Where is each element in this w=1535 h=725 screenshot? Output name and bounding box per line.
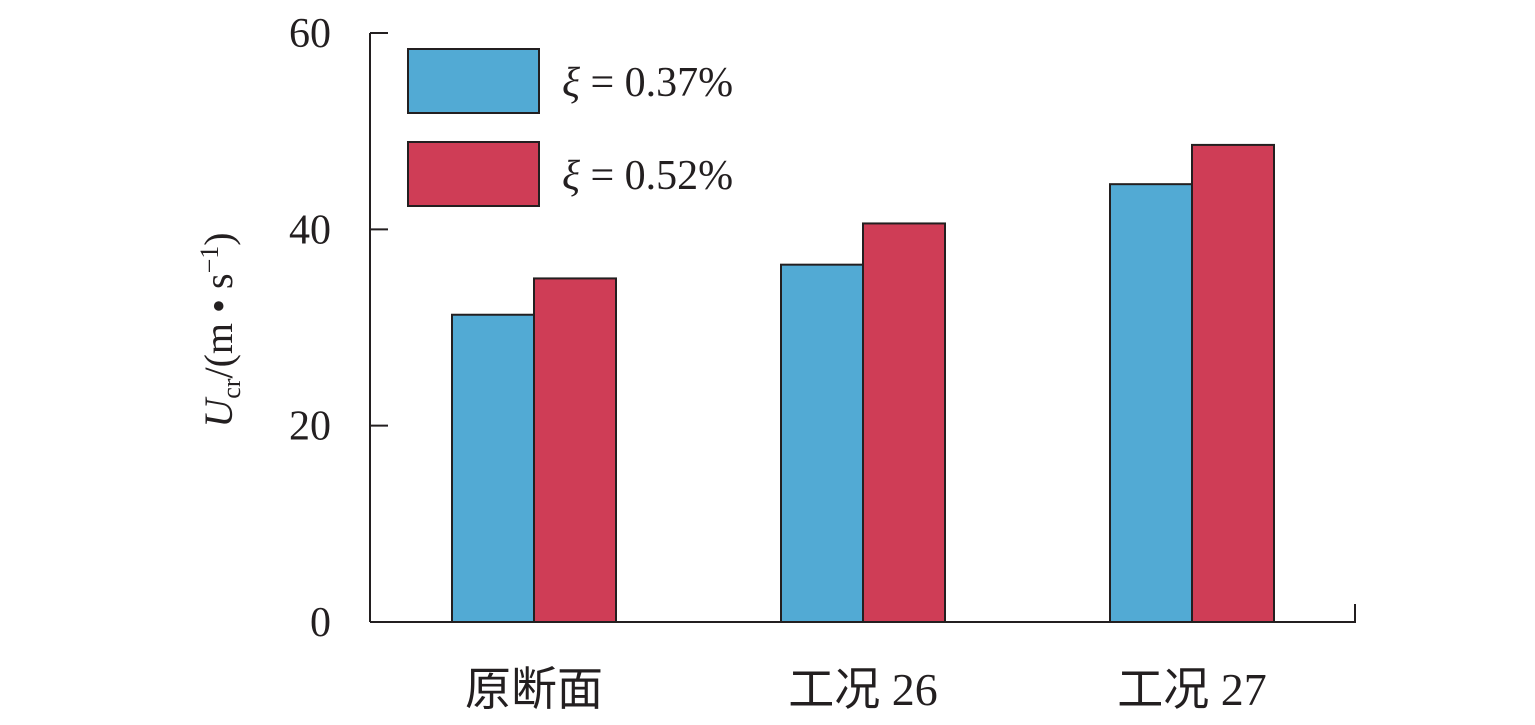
x-tick-label-3: 工况 27 [1117, 664, 1267, 715]
legend-swatch-1 [407, 48, 540, 114]
bar-series2-cat3 [1191, 143, 1275, 623]
y-ticks-group: 0 20 40 60 [289, 11, 388, 646]
y-tick-label-40: 40 [289, 207, 331, 253]
y-tick-label-20: 20 [289, 404, 331, 450]
y-label-superscript: −1 [195, 246, 224, 274]
y-tick-label-0: 0 [310, 600, 331, 646]
x-tick-labels-group: 原断面 工况 26 工况 27 [465, 664, 1267, 715]
x-tick-label-1: 原断面 [465, 664, 603, 715]
chart-legend: ξ = 0.37% ξ = 0.52% [407, 48, 733, 207]
x-tick-label-2: 工况 26 [788, 664, 938, 715]
bar-series1-cat1 [451, 313, 535, 623]
y-label-units: /(m • s [196, 273, 241, 378]
bar-series1-cat2 [780, 263, 864, 623]
y-label-close: ) [196, 232, 241, 245]
legend-label-1: ξ = 0.37% [562, 60, 733, 106]
y-label-symbol: U [196, 396, 241, 428]
y-tick-label-60: 60 [289, 11, 331, 57]
legend-label-2: ξ = 0.52% [562, 153, 733, 199]
legend-swatch-2 [407, 141, 540, 207]
bar-series1-cat3 [1109, 183, 1193, 623]
axes-group [369, 33, 1356, 623]
bars-group [451, 143, 1275, 623]
bar-series2-cat1 [533, 277, 617, 623]
bar-series2-cat2 [862, 222, 946, 623]
y-axis-label: Ucr/(m • s−1) [195, 232, 246, 427]
y-label-subscript: cr [217, 378, 246, 399]
